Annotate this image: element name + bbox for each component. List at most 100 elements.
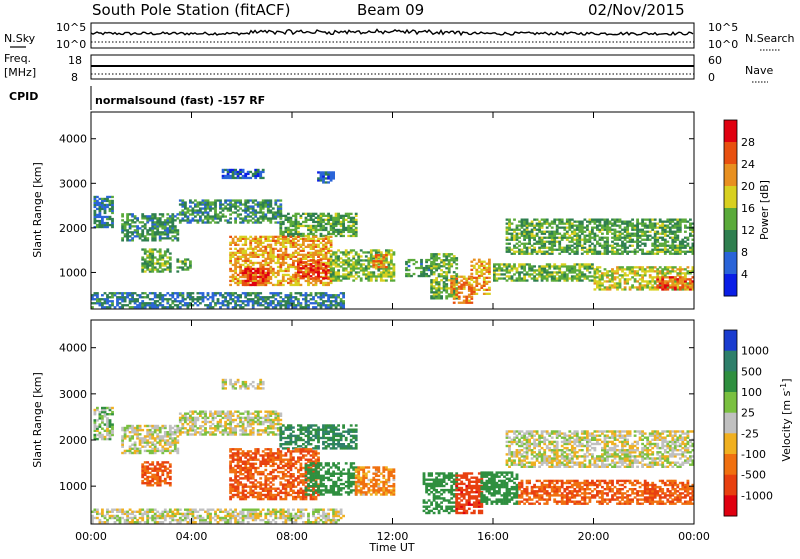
power-data-cell-17 [503,269,506,271]
power-data-cell-3 [327,215,330,217]
power-data-cell-8 [295,238,298,240]
power-data-cell-13 [413,263,416,265]
power-data-cell-20 [646,253,649,255]
power-data-cell-6 [146,268,149,270]
power-data-cell-0 [109,210,112,212]
power-data-cell-20 [516,243,519,245]
power-data-cell-20 [619,219,622,221]
power-data-cell-2 [222,213,225,215]
power-data-cell-8 [259,254,262,256]
power-data-cell-3 [350,229,353,231]
power-data-cell-14 [435,267,438,269]
power-data-cell-20 [551,239,554,241]
power-data-cell-18 [644,270,647,272]
power-data-cell-3 [332,221,335,223]
power-data-cell-2 [181,211,184,213]
power-data-cell-2 [257,219,260,221]
power-data-cell-18 [594,268,597,270]
power-data-cell-8 [277,266,280,268]
power-data-cell-3 [332,233,335,235]
power-data-cell-15 [455,294,458,296]
power-data-cell-4 [234,173,237,175]
power-data-cell-3 [322,215,325,217]
power-data-cell-18 [651,278,654,280]
power-data-cell-8 [242,250,245,252]
power-data-cell-8 [229,256,232,258]
power-data-cell-18 [651,268,654,270]
power-data-cell-1 [124,229,127,231]
power-data-cell-3 [355,215,358,217]
power-data-cell-19 [659,280,662,282]
power-data-cell-18 [669,266,672,268]
power-data-cell-10 [327,265,330,267]
power-data-cell-1 [149,217,152,219]
power-data-cell-8 [302,248,305,250]
power-data-cell-12 [377,260,380,262]
power-data-cell-17 [516,271,519,273]
power-data-cell-9 [254,270,257,272]
power-data-cell-21 [124,296,127,298]
power-data-cell-18 [669,270,672,272]
power-data-cell-4 [224,177,227,179]
power-data-cell-8 [237,258,240,260]
power-data-cell-21 [252,292,255,294]
power-data-cell-9 [242,270,245,272]
power-data-cell-1 [161,233,164,235]
power-data-cell-20 [508,249,511,251]
power-data-cell-2 [259,209,262,211]
power-data-cell-19 [671,276,674,278]
power-data-cell-14 [440,275,443,277]
power-data-cell-18 [649,282,652,284]
power-data-cell-8 [237,250,240,252]
power-data-cell-20 [601,239,604,241]
power-data-cell-20 [523,251,526,253]
power-data-cell-20 [659,219,662,221]
power-data-cell-3 [285,215,288,217]
vel-data-cell-0 [106,432,109,434]
power-data-cell-21 [252,298,255,300]
power-data-cell-3 [307,219,310,221]
power-data-cell-20 [576,221,579,223]
power-data-cell-1 [144,235,147,237]
power-data-cell-20 [684,247,687,249]
power-data-cell-11 [380,275,383,277]
power-data-cell-2 [217,199,220,201]
power-data-cell-3 [279,227,282,229]
power-data-cell-8 [310,244,313,246]
power-data-cell-15 [470,302,473,304]
power-data-cell-21 [310,298,313,300]
power-data-cell-18 [689,284,692,286]
power-data-cell-2 [262,205,265,207]
power-data-cell-2 [244,205,247,207]
power-data-cell-20 [644,245,647,247]
power-data-cell-5 [325,171,328,173]
power-data-cell-2 [214,201,217,203]
power-data-cell-21 [217,300,220,302]
power-data-cell-20 [641,235,644,237]
power-data-cell-20 [664,247,667,249]
power-data-cell-20 [594,253,597,255]
power-data-cell-17 [513,263,516,265]
power-data-cell-2 [262,203,265,205]
power-data-cell-20 [616,225,619,227]
power-data-cell-21 [94,292,97,294]
power-data-cell-11 [342,251,345,253]
power-data-cell-10 [325,267,328,269]
power-data-cell-15 [455,278,458,280]
power-data-cell-20 [616,231,619,233]
power-data-cell-21 [305,302,308,304]
power-data-cell-21 [277,294,280,296]
power-data-cell-20 [576,233,579,235]
power-data-cell-3 [287,221,290,223]
power-data-cell-18 [651,280,654,282]
power-data-cell-20 [591,251,594,253]
power-data-cell-20 [626,229,629,231]
power-data-cell-20 [656,245,659,247]
power-data-cell-16 [488,263,491,265]
power-data-cell-3 [290,221,293,223]
power-data-cell-20 [624,247,627,249]
power-data-cell-4 [222,171,225,173]
power-data-cell-21 [182,304,185,306]
power-data-cell-20 [521,253,524,255]
power-data-cell-17 [521,267,524,269]
